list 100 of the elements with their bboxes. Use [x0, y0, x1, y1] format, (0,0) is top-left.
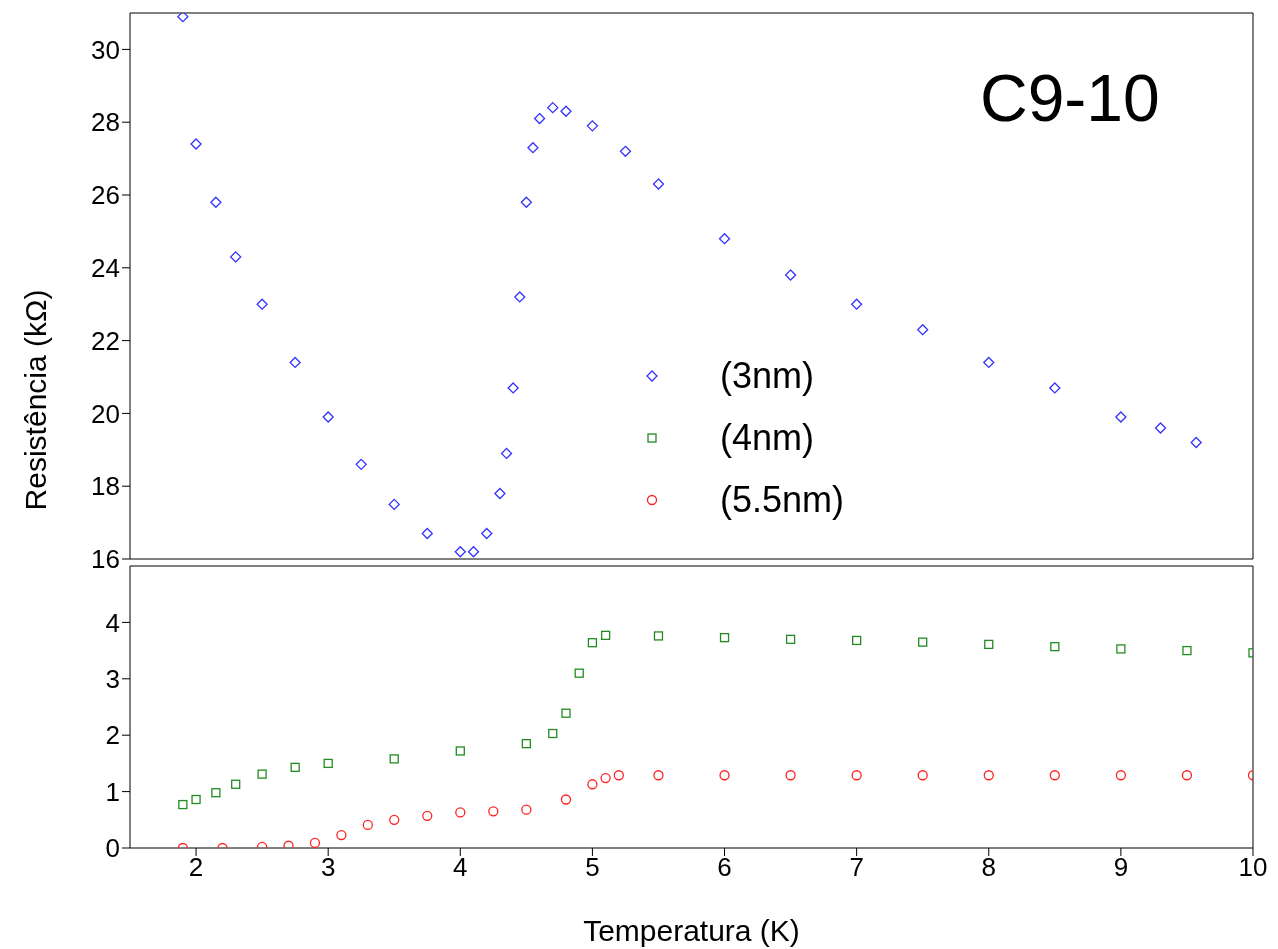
y-tick-label: 2	[105, 720, 120, 751]
point	[521, 804, 532, 815]
point	[527, 142, 539, 154]
point	[1049, 382, 1061, 394]
point	[785, 634, 796, 644]
point	[548, 728, 558, 739]
legend-label: (5.5nm)	[720, 479, 845, 521]
point	[1050, 642, 1060, 652]
point	[784, 269, 797, 281]
x-tick-label: 6	[717, 852, 732, 883]
point	[918, 637, 928, 647]
point	[613, 770, 624, 781]
x-tick-label: 2	[188, 852, 204, 883]
point	[1181, 770, 1193, 781]
x-tick-label: 5	[585, 852, 600, 883]
point	[362, 819, 373, 831]
point	[1190, 436, 1202, 449]
x-tick-label: 8	[981, 852, 996, 883]
x-tick-label: 7	[849, 852, 864, 883]
point	[852, 635, 862, 646]
legend-label: (3nm)	[720, 355, 815, 397]
point	[652, 178, 665, 190]
y-axis-title: Resistência (kΩ)	[19, 289, 53, 511]
point	[653, 631, 664, 641]
y-tick-label: 1	[105, 776, 120, 807]
point	[500, 447, 513, 460]
point	[322, 411, 334, 423]
y-tick-label: 20	[91, 398, 120, 429]
point	[619, 145, 632, 157]
x-tick-label: 9	[1113, 852, 1129, 883]
point	[309, 837, 321, 848]
text: C9-10	[980, 60, 1160, 136]
point	[256, 298, 268, 310]
point	[983, 770, 994, 781]
point	[455, 746, 465, 756]
point	[560, 105, 572, 117]
x-tick-label: 10	[1238, 852, 1268, 883]
point	[323, 758, 333, 769]
point	[719, 632, 730, 643]
point	[290, 762, 300, 772]
legend-label: (4nm)	[720, 417, 815, 459]
point	[455, 807, 466, 818]
y-tick-label: 16	[91, 544, 120, 575]
point	[586, 120, 599, 132]
y-tick-label: 28	[91, 107, 120, 138]
point	[1116, 644, 1126, 654]
x-tick-label: 4	[453, 852, 468, 883]
point	[1115, 770, 1127, 781]
point	[467, 546, 480, 558]
y-tick-label: 24	[91, 253, 120, 284]
point	[389, 754, 399, 764]
point	[533, 112, 546, 125]
point	[1115, 411, 1127, 423]
point	[388, 498, 400, 511]
point	[984, 639, 994, 650]
point	[785, 770, 796, 781]
y-tick-label: 26	[91, 180, 120, 211]
point	[191, 794, 201, 805]
point	[422, 810, 433, 821]
point	[718, 233, 731, 245]
point	[210, 196, 222, 208]
point	[547, 101, 559, 114]
point	[587, 638, 598, 648]
point	[851, 770, 862, 781]
point	[917, 324, 929, 336]
point	[600, 630, 611, 641]
y-tick-label: 30	[91, 34, 120, 65]
x-tick-label: 3	[320, 852, 336, 883]
point	[355, 458, 367, 471]
y-tick-label: 4	[105, 607, 120, 638]
point	[587, 779, 598, 790]
y-tick-label: 0	[105, 833, 120, 864]
point	[336, 829, 347, 841]
point	[600, 772, 611, 784]
point	[389, 814, 400, 825]
point	[1049, 770, 1060, 781]
point	[520, 196, 532, 208]
point	[211, 788, 221, 798]
point	[574, 668, 584, 678]
point	[289, 356, 301, 369]
point	[454, 546, 466, 558]
point	[481, 527, 493, 540]
point	[514, 291, 526, 303]
point	[488, 806, 499, 817]
point	[983, 356, 995, 369]
point	[231, 779, 241, 789]
point	[178, 799, 188, 810]
x-axis-title: Temperatura (K)	[583, 914, 800, 947]
point	[653, 770, 664, 781]
y-tick-label: 22	[91, 325, 120, 356]
point	[719, 770, 730, 781]
point	[177, 13, 189, 23]
y-tick-label: 18	[91, 471, 120, 502]
point	[230, 251, 242, 263]
point	[560, 794, 572, 805]
point	[561, 708, 571, 718]
point	[257, 769, 267, 779]
point	[190, 138, 202, 150]
point	[494, 487, 506, 500]
y-tick-label: 3	[105, 664, 120, 695]
